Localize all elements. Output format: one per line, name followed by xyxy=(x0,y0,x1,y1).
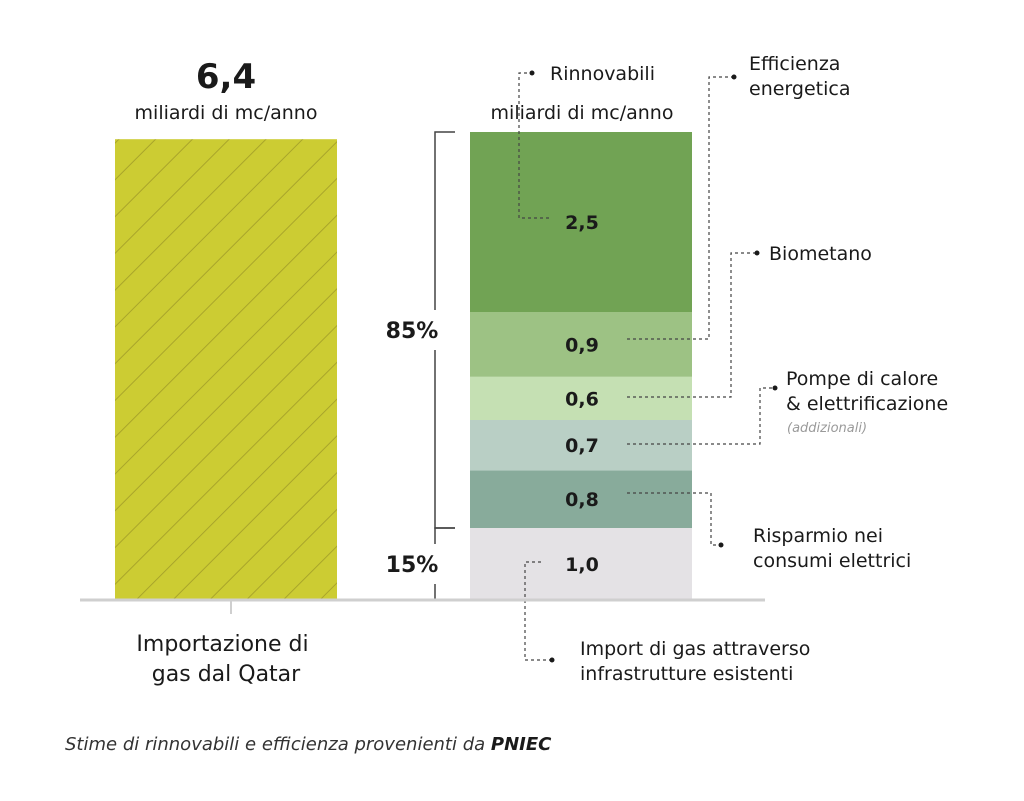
right-bar-unit: miliardi di mc/anno xyxy=(491,102,674,124)
segment-value-label: 0,7 xyxy=(565,435,599,457)
left-bar-value: 6,4 xyxy=(196,57,256,97)
bar-segment xyxy=(470,470,692,528)
segment-value-label: 0,8 xyxy=(565,489,599,511)
segment-name-label: infrastrutture esistenti xyxy=(580,663,793,685)
category-label-line-2: gas dal Qatar xyxy=(152,662,301,687)
bracket-percent-label: 15% xyxy=(386,553,439,578)
bar-segment xyxy=(470,132,692,312)
bar-segment xyxy=(470,420,692,471)
segment-value-label: 0,9 xyxy=(565,334,599,356)
leader-line xyxy=(627,76,734,340)
leader-line xyxy=(627,387,775,445)
footnote-source: PNIEC xyxy=(491,734,552,755)
segment-value-label: 1,0 xyxy=(565,554,599,576)
segment-name-label: energetica xyxy=(749,78,850,100)
segment-name-label: Pompe di calore xyxy=(786,368,938,390)
segment-name-label: Risparmio nei xyxy=(753,525,883,547)
category-label-line-1: Importazione di xyxy=(136,632,308,657)
leader-dot xyxy=(754,250,760,256)
bar-segment xyxy=(470,528,692,600)
segment-name-label: consumi elettrici xyxy=(753,550,911,572)
leader-dot xyxy=(718,542,724,548)
bar-segment xyxy=(470,312,692,377)
brackets: 85% 15% xyxy=(386,131,455,601)
segment-name-label: Efficienza xyxy=(749,53,840,75)
category-label: Importazione di gas dal Qatar xyxy=(136,632,315,687)
leader-line xyxy=(627,252,757,398)
footnote: Stime di rinnovabili e efficienza proven… xyxy=(65,734,552,755)
bracket-percent-label: 85% xyxy=(386,319,439,344)
bar-segment xyxy=(470,376,692,420)
stacked-bar: 1,0 0,8 0,7 0,6 0,9 2,5 xyxy=(470,132,692,600)
segment-name-label: Rinnovabili xyxy=(550,63,655,85)
left-bar-unit: miliardi di mc/anno xyxy=(135,102,318,124)
segment-name-label: Biometano xyxy=(769,243,872,265)
leader-dot xyxy=(529,70,535,76)
leader-dot xyxy=(731,74,737,80)
leader-line xyxy=(524,561,552,661)
leader-dot xyxy=(549,657,555,663)
leader-lines: Import di gas attraverso infrastrutture e… xyxy=(518,53,948,685)
leader-line xyxy=(518,72,549,219)
segment-name-label: & elettrificazione xyxy=(786,393,948,415)
segment-value-label: 2,5 xyxy=(565,212,599,234)
leader-dot xyxy=(772,385,778,391)
segment-note-label: (addizionali) xyxy=(787,421,867,436)
leader-line xyxy=(627,492,721,546)
left-bar xyxy=(115,139,337,600)
segment-name-label: Import di gas attraverso xyxy=(580,638,810,660)
segment-value-label: 0,6 xyxy=(565,388,599,410)
footnote-text: Stime di rinnovabili e efficienza proven… xyxy=(65,734,491,755)
